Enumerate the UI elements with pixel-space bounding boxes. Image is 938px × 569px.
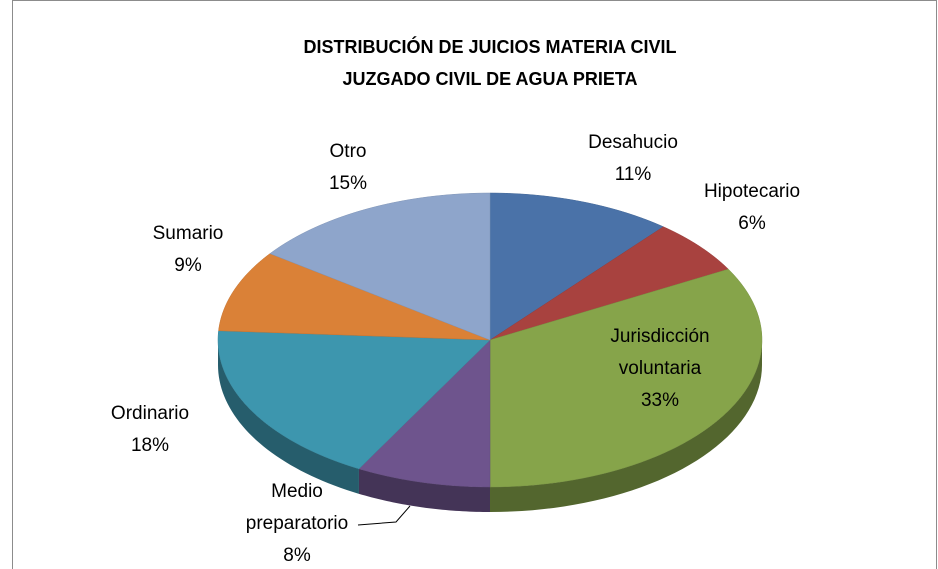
- chart-title: JUZGADO CIVIL DE AGUA PRIETA: [342, 69, 637, 89]
- pie-sides: [218, 340, 762, 512]
- data-label-value: 6%: [738, 213, 766, 234]
- pie-slice: [218, 253, 491, 341]
- data-label-category: Medio preparatorio: [246, 481, 348, 534]
- data-label-category: Hipotecario: [704, 181, 800, 202]
- data-label-value: 11%: [615, 164, 652, 185]
- pie-slice: [358, 339, 491, 488]
- data-label-value: 18%: [131, 435, 169, 456]
- pie-slice-side: [490, 340, 762, 512]
- data-label-value: 9%: [174, 255, 202, 276]
- pie-tops: [217, 192, 763, 488]
- data-label-value: 33%: [641, 390, 679, 411]
- pie-slice-side: [358, 468, 490, 512]
- pie-slice: [489, 226, 729, 341]
- chart-title: DISTRIBUCIÓN DE JUICIOS MATERIA CIVIL: [303, 36, 676, 57]
- data-label-value: 15%: [329, 173, 367, 194]
- data-label-category: Sumario: [153, 223, 224, 244]
- pie-slice: [489, 268, 763, 488]
- leader-line: [357, 505, 411, 526]
- pie-slice: [269, 192, 491, 341]
- pie-slice-side: [218, 340, 359, 494]
- data-label-category: Desahucio: [588, 132, 678, 153]
- pie-slice: [489, 192, 664, 341]
- pie-slice: [217, 330, 491, 470]
- data-label-category: Otro: [330, 141, 367, 162]
- data-label-value: 8%: [283, 545, 311, 566]
- data-label-category: Ordinario: [111, 403, 189, 424]
- data-label-category: Jurisdicción voluntaria: [610, 326, 709, 379]
